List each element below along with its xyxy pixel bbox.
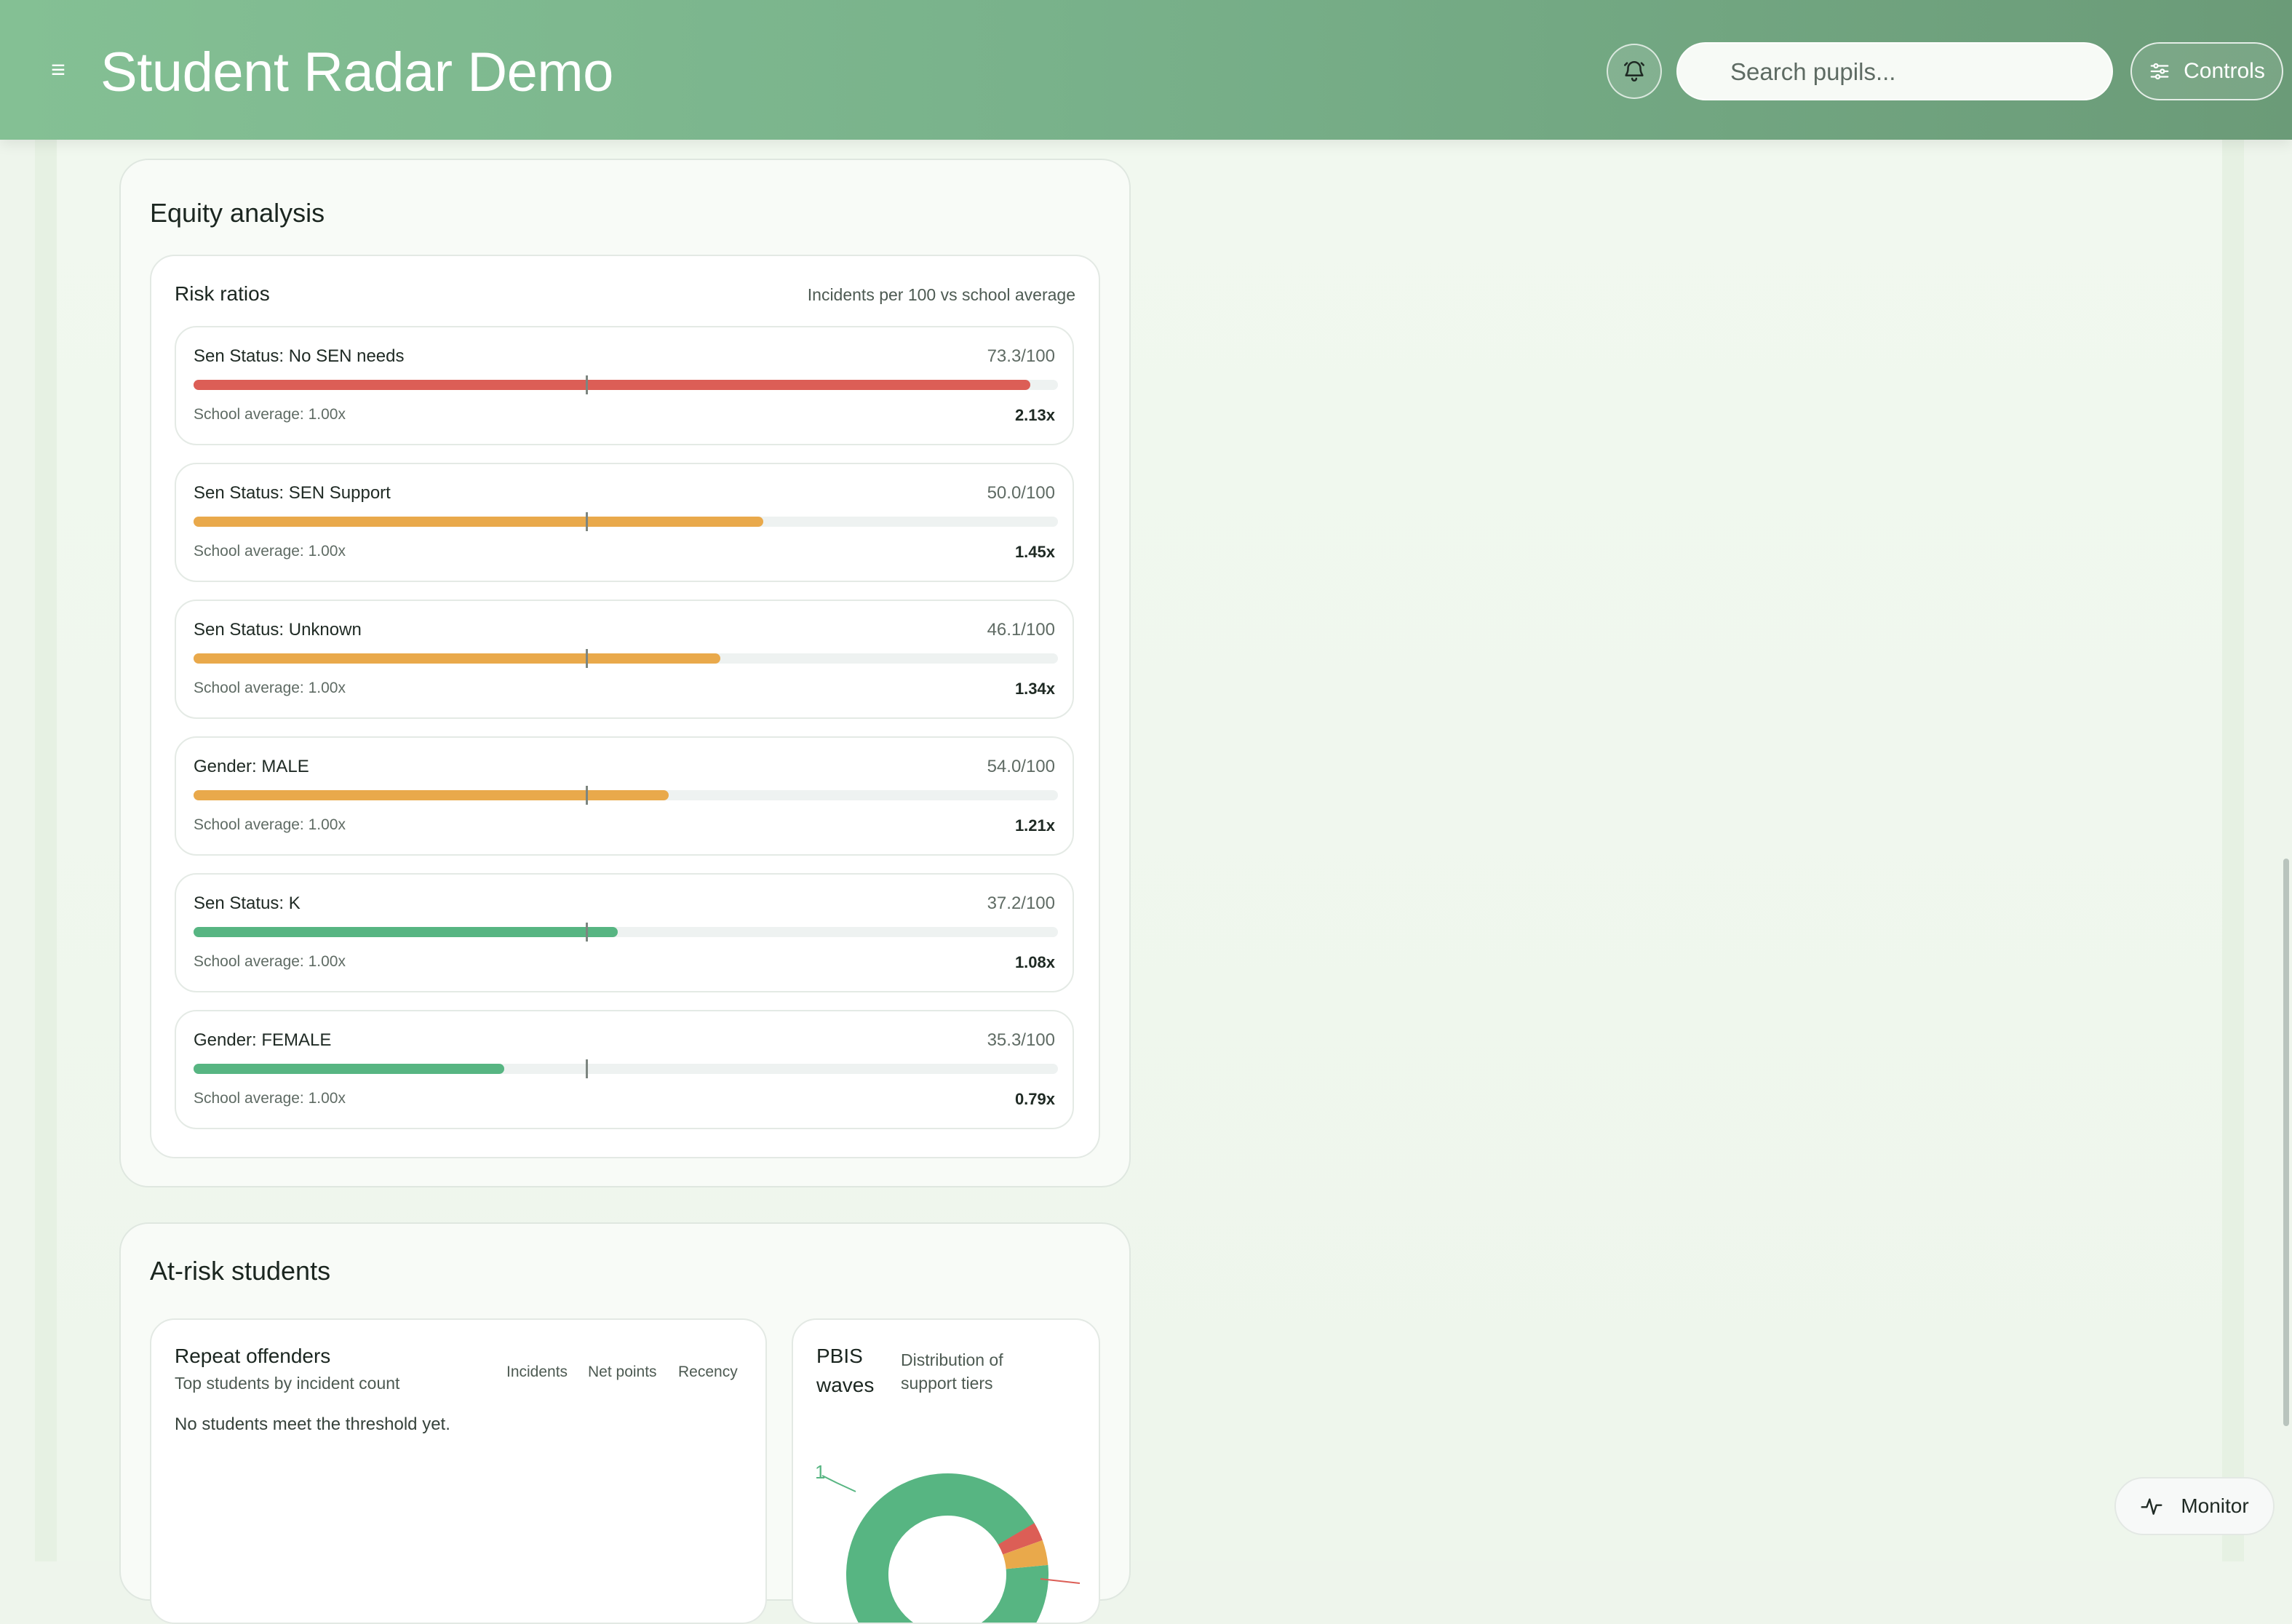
risk-ratio-value: 1.34x [1014,680,1055,698]
ratio-bar-fill [194,927,618,937]
risk-group-label: Gender: MALE [194,757,309,776]
risk-ratio-row: Sen Status: No SEN needs 73.3/100 School a… [175,326,1074,445]
scrollbar-thumb[interactable] [2283,859,2289,1426]
school-average-marker [586,649,588,668]
school-average-label: School average: 1.00x [194,543,346,560]
activity-icon [2141,1498,2162,1515]
pbis-waves-card: PBIS waves Distribution of support tiers… [792,1318,1100,1624]
school-average-marker [586,375,588,394]
repeat-offenders-card: Repeat offenders Top students by inciden… [150,1318,767,1624]
tab-net-points[interactable]: Net points [588,1364,657,1380]
monitor-label: Monitor [2181,1494,2249,1517]
notifications-button[interactable] [1607,44,1662,99]
ratio-bar-track [194,786,1058,805]
risk-ratio-row: Sen Status: SEN Support 50.0/100 School av… [175,463,1074,582]
incident-rate: 54.0/100 [987,757,1055,776]
risk-ratio-row: Sen Status: K 37.2/100 School average: 1.0… [175,873,1074,992]
card-title: Repeat offenders [175,1345,331,1367]
ratio-bar-fill [194,517,763,527]
card-subtitle-line-2: support tiers [901,1374,993,1393]
school-average-label: School average: 1.00x [194,816,346,833]
app-header: ≡ Student Radar Demo Controls [0,0,2292,140]
ratio-bar-fill [194,380,1031,390]
risk-ratio-row: Gender: FEMALE 35.3/100 School average: 1.… [175,1010,1074,1129]
incident-rate: 46.1/100 [987,620,1055,640]
ratio-bar-fill [194,1064,504,1074]
card-title-line-2: waves [816,1374,875,1396]
risk-ratio-value: 1.08x [1014,953,1055,971]
risk-group-label: Sen Status: No SEN needs [194,346,405,366]
section-title: At-risk students [150,1256,331,1286]
risk-ratio-row: Gender: MALE 54.0/100 School average: 1.00… [175,736,1074,856]
ratio-bar-track [194,1059,1058,1078]
school-average-label: School average: 1.00x [194,406,346,423]
slice-leader-line [821,1475,856,1492]
search-input[interactable] [1729,44,2096,100]
controls-button[interactable]: Controls [2130,42,2283,100]
risk-ratio-value: 1.45x [1014,543,1055,561]
risk-group-label: Sen Status: Unknown [194,620,362,640]
school-average-label: School average: 1.00x [194,1090,346,1107]
app-title: Student Radar Demo [100,41,613,103]
monitor-button[interactable]: Monitor [2114,1477,2275,1535]
risk-group-label: Sen Status: SEN Support [194,483,391,503]
incident-rate: 73.3/100 [987,346,1055,366]
pbis-donut-chart: 1 [815,1461,1081,1623]
school-average-label: School average: 1.00x [194,953,346,970]
school-average-marker [586,512,588,531]
risk-group-label: Sen Status: K [194,893,301,913]
tab-incidents[interactable]: Incidents [506,1364,568,1380]
ratio-bar-track [194,512,1058,531]
card-subtitle: Top students by incident count [175,1374,400,1393]
school-average-marker [586,1059,588,1078]
controls-label: Controls [2184,59,2265,83]
menu-icon[interactable]: ≡ [51,56,65,84]
card-subtitle: Incidents per 100 vs school average [807,285,1075,304]
incident-rate: 50.0/100 [987,483,1055,503]
section-title: Equity analysis [150,198,325,228]
school-average-marker [586,923,588,942]
ratio-bar-fill [194,790,669,800]
sliders-icon [2150,63,2169,80]
ratio-bar-track [194,923,1058,942]
risk-ratio-value: 0.79x [1014,1090,1055,1108]
risk-ratio-row: Sen Status: Unknown 46.1/100 School averag… [175,600,1074,719]
incident-rate: 35.3/100 [987,1030,1055,1050]
incident-rate: 37.2/100 [987,893,1055,913]
bell-icon [1623,61,1645,81]
equity-analysis-section: Equity analysis Risk ratios Incidents pe… [119,159,1131,1187]
risk-ratio-value: 2.13x [1014,406,1055,424]
card-title-line-1: PBIS [816,1345,863,1367]
tab-recency[interactable]: Recency [678,1364,738,1380]
risk-ratios-card: Risk ratios Incidents per 100 vs school … [150,255,1100,1158]
school-average-marker [586,786,588,805]
empty-state: No students meet the threshold yet. [175,1414,450,1434]
card-subtitle-line-1: Distribution of [901,1350,1003,1369]
ratio-bar-track [194,375,1058,394]
risk-ratio-value: 1.21x [1014,816,1055,835]
card-title: Risk ratios [175,282,270,305]
at-risk-section: At-risk students Repeat offenders Top st… [119,1222,1131,1624]
slice-label: 1 [815,1461,825,1483]
ratio-bar-fill [194,653,720,664]
search-box [1676,42,2113,100]
ratio-bar-track [194,649,1058,668]
school-average-label: School average: 1.00x [194,680,346,696]
risk-group-label: Gender: FEMALE [194,1030,332,1050]
